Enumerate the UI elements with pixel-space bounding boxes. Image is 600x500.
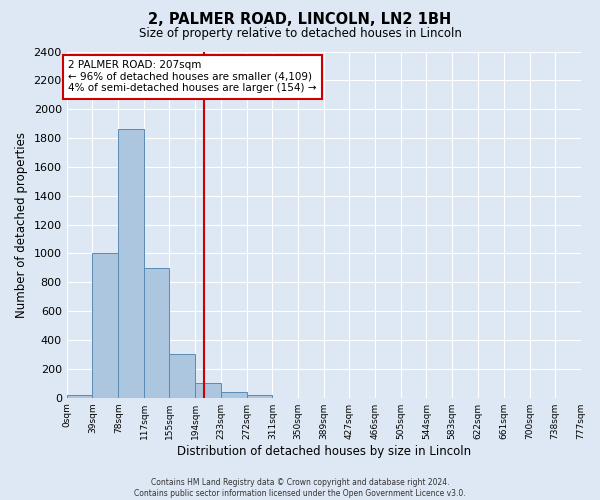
Bar bbox=[195, 384, 221, 398]
Bar bbox=[221, 392, 247, 398]
Y-axis label: Number of detached properties: Number of detached properties bbox=[15, 132, 28, 318]
Bar bbox=[247, 395, 272, 398]
Bar bbox=[92, 254, 118, 398]
Bar bbox=[144, 268, 169, 398]
Bar bbox=[169, 354, 195, 398]
Text: 2, PALMER ROAD, LINCOLN, LN2 1BH: 2, PALMER ROAD, LINCOLN, LN2 1BH bbox=[148, 12, 452, 28]
Bar bbox=[67, 395, 92, 398]
Text: Contains HM Land Registry data © Crown copyright and database right 2024.
Contai: Contains HM Land Registry data © Crown c… bbox=[134, 478, 466, 498]
X-axis label: Distribution of detached houses by size in Lincoln: Distribution of detached houses by size … bbox=[176, 444, 470, 458]
Text: 2 PALMER ROAD: 207sqm
← 96% of detached houses are smaller (4,109)
4% of semi-de: 2 PALMER ROAD: 207sqm ← 96% of detached … bbox=[68, 60, 316, 94]
Text: Size of property relative to detached houses in Lincoln: Size of property relative to detached ho… bbox=[139, 28, 461, 40]
Bar bbox=[118, 130, 144, 398]
